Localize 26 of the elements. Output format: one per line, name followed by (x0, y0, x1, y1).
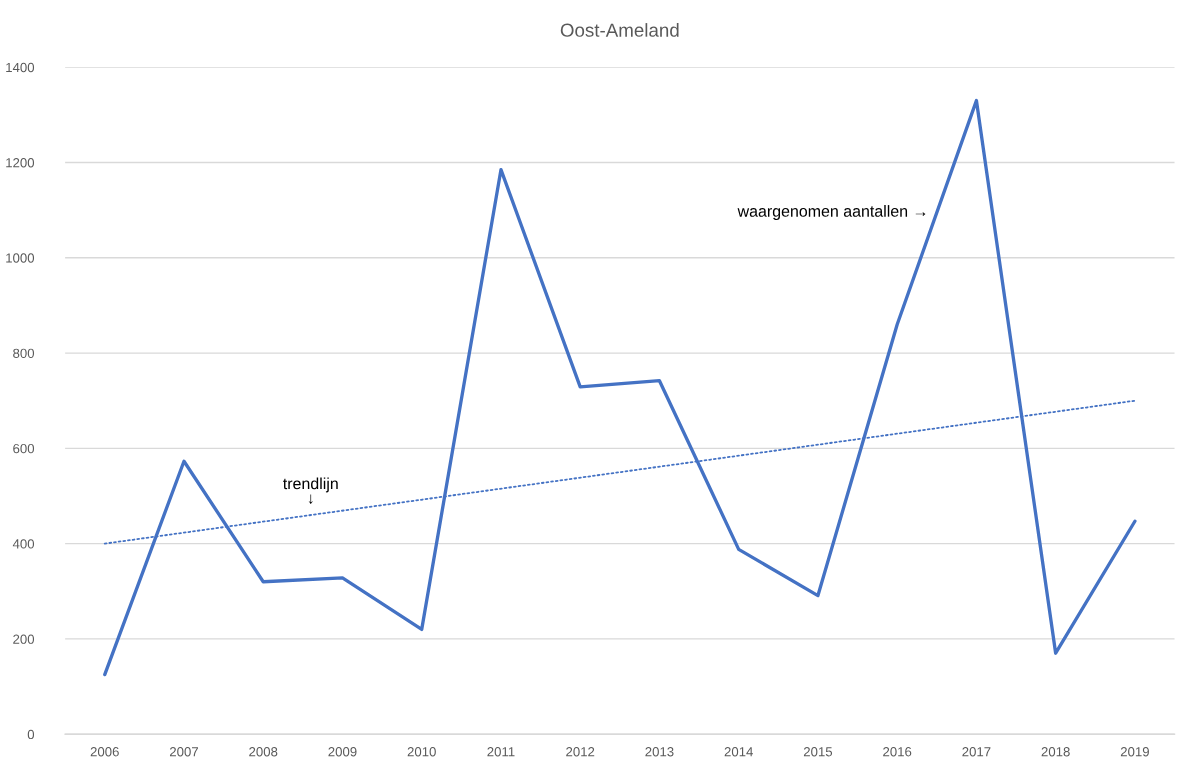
y-tick-label: 1200 (6, 158, 35, 168)
x-tick-label: 2019 (1120, 747, 1149, 757)
x-tick-label: 2014 (724, 747, 753, 757)
x-tick-label: 2012 (566, 747, 595, 757)
x-tick-label: 2009 (328, 747, 357, 757)
y-tick-label: 600 (13, 443, 35, 454)
x-tick-label: 2015 (803, 747, 833, 757)
x-tick-label: 2007 (169, 747, 198, 757)
x-tick-label: 2016 (883, 747, 912, 757)
x-tick-label: 2011 (487, 747, 515, 757)
y-tick-label: 200 (13, 634, 35, 644)
y-tick-label: 400 (12, 539, 35, 549)
y-tick-label: 800 (13, 348, 35, 358)
x-tick-label: 2008 (249, 747, 278, 757)
y-tick-label: 1000 (6, 253, 35, 263)
y-tick-label: 0 (27, 729, 35, 740)
x-tick-label: 2018 (1041, 747, 1070, 757)
line-series (103, 98, 1137, 677)
annotation: waargenomen aantallen → (737, 205, 926, 220)
x-tick-label: 2017 (962, 747, 991, 757)
y-tick-label: 1400 (6, 62, 35, 73)
annotation: trendlijn ↓ (283, 477, 338, 504)
x-tick-label: 2006 (90, 747, 119, 757)
x-tick-label: 2010 (407, 747, 436, 757)
chart-title: Oost-Ameland (560, 23, 679, 37)
x-tick-label: 2013 (645, 747, 674, 757)
